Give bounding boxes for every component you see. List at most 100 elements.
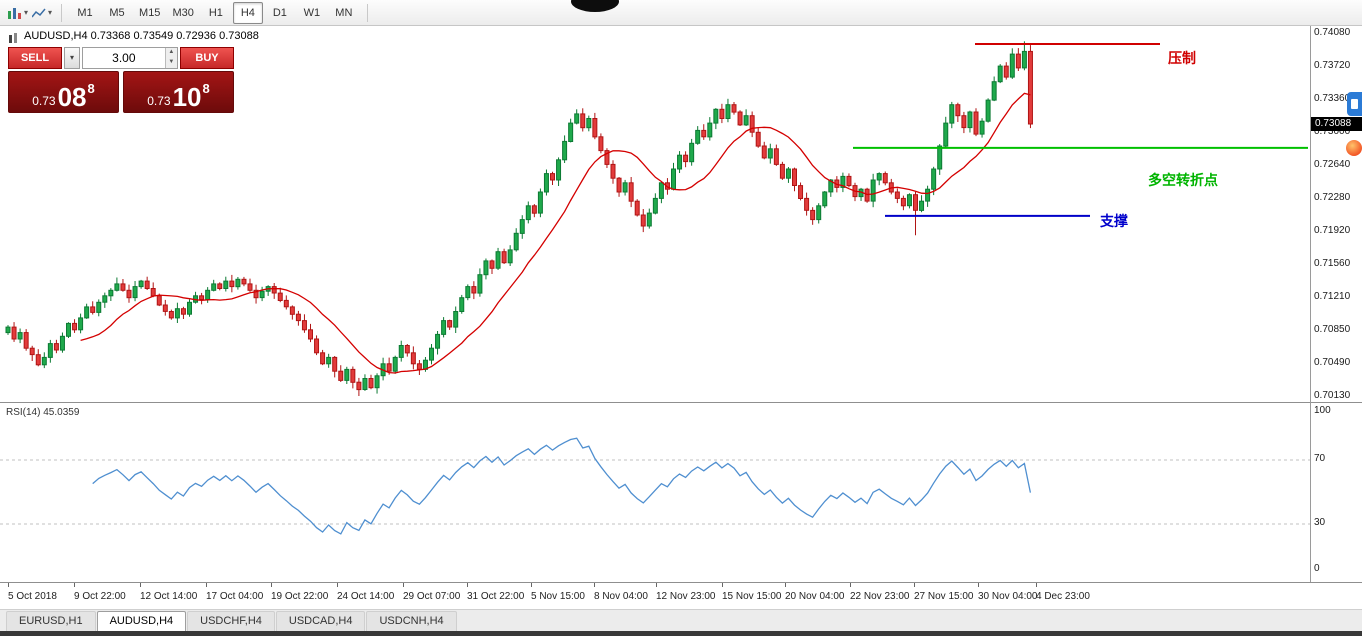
timeframe-h1[interactable]: H1 bbox=[208, 6, 223, 19]
time-axis-label: 5 Nov 15:00 bbox=[531, 591, 585, 602]
floating-sidebar-icon-orange[interactable] bbox=[1346, 140, 1362, 156]
price-scale-label: 0.73000 bbox=[1314, 126, 1351, 137]
rsi-title: RSI(14) 45.0359 bbox=[6, 407, 80, 418]
time-tick bbox=[1036, 583, 1037, 587]
time-tick bbox=[467, 583, 468, 587]
pivot-label: 多空转折点 bbox=[1148, 172, 1218, 188]
chart-tab-usdcad[interactable]: USDCAD,H4 bbox=[275, 611, 366, 631]
time-tick bbox=[785, 583, 786, 587]
timeframe-m15[interactable]: M15 bbox=[139, 6, 161, 19]
price-scale-label: 0.71560 bbox=[1314, 258, 1351, 269]
camera-notch bbox=[571, 0, 619, 12]
timeframe-mn[interactable]: MN bbox=[335, 6, 353, 19]
chart-tab-bar: EURUSD,H1 AUDUSD,H4 USDCHF,H4 USDCAD,H4 USDC… bbox=[0, 609, 1362, 631]
volume-box: ▲ ▼ bbox=[82, 47, 178, 69]
time-tick bbox=[656, 583, 657, 587]
buy-price-prefix: 0.73 bbox=[147, 93, 171, 108]
time-tick bbox=[206, 583, 207, 587]
price-scale-label: 0.72280 bbox=[1314, 192, 1351, 203]
indicators-button[interactable]: ▾ bbox=[30, 4, 52, 22]
volume-input[interactable] bbox=[83, 48, 165, 68]
sell-price-sup: 8 bbox=[87, 81, 95, 96]
volume-stepper-up[interactable]: ▲ bbox=[165, 48, 177, 58]
time-axis-label: 12 Nov 23:00 bbox=[656, 591, 716, 602]
buy-price-big: 10 bbox=[172, 81, 202, 112]
chart-ohlc-header: AUDUSD,H4 0.73368 0.73549 0.72936 0.7308… bbox=[24, 30, 259, 42]
time-tick bbox=[271, 583, 272, 587]
chart-tab-usdcnh[interactable]: USDCNH,H4 bbox=[366, 611, 457, 631]
time-axis: 5 Oct 2018 9 Oct 22:00 12 Oct 14:00 17 Oct … bbox=[0, 583, 1310, 609]
time-axis-label: 17 Oct 04:00 bbox=[206, 591, 264, 602]
window-bottom-edge bbox=[0, 631, 1362, 636]
price-scale-border bbox=[1310, 26, 1311, 582]
sell-button[interactable]: SELL bbox=[8, 47, 62, 69]
time-tick bbox=[850, 583, 851, 587]
price-scale-label: 0.71920 bbox=[1314, 225, 1351, 236]
price-scale-label: 0.70850 bbox=[1314, 324, 1351, 335]
time-tick bbox=[403, 583, 404, 587]
time-tick bbox=[74, 583, 75, 587]
time-axis-label: 19 Oct 22:00 bbox=[271, 591, 329, 602]
time-axis-label: 27 Nov 15:00 bbox=[914, 591, 974, 602]
one-click-trade-panel: SELL ▾ ▲ ▼ BUY 0.73 08 8 0.73 10 8 bbox=[8, 47, 234, 113]
current-price-badge: 0.73088 bbox=[1311, 117, 1362, 131]
symbol-icon bbox=[8, 31, 20, 49]
chart-tab-eurusd[interactable]: EURUSD,H1 bbox=[6, 611, 96, 631]
timeframe-row: M1 M5 M15 M30 H1 H4 D1 W1 MN bbox=[69, 1, 360, 24]
price-scale-label: 0.70130 bbox=[1314, 390, 1351, 401]
time-tick bbox=[594, 583, 595, 587]
timeframe-d1[interactable]: D1 bbox=[272, 6, 287, 19]
chart-tab-audusd[interactable]: AUDUSD,H4 bbox=[96, 611, 187, 631]
time-axis-label: 20 Nov 04:00 bbox=[785, 591, 845, 602]
time-tick bbox=[531, 583, 532, 587]
sell-price-big: 08 bbox=[57, 81, 87, 112]
rsi-scale-label: 100 bbox=[1314, 405, 1331, 416]
price-scale-label: 0.71210 bbox=[1314, 291, 1351, 302]
rsi-scale-label: 30 bbox=[1314, 517, 1326, 528]
buy-price-sup: 8 bbox=[202, 81, 210, 96]
rsi-axis-separator bbox=[0, 582, 1362, 583]
chart-tab-usdchf[interactable]: USDCHF,H4 bbox=[187, 611, 275, 631]
indicator-icon bbox=[30, 4, 48, 22]
time-tick bbox=[140, 583, 141, 587]
top-toolbar: ▾ ▾ M1 M5 M15 M30 H1 H4 D1 W1 MN bbox=[0, 0, 1362, 26]
timeframe-w1[interactable]: W1 bbox=[303, 6, 321, 19]
timeframe-h4[interactable]: H4 bbox=[232, 1, 263, 24]
timeframe-m1[interactable]: M1 bbox=[77, 6, 93, 19]
new-chart-button[interactable]: ▾ bbox=[6, 4, 28, 22]
trade-options-dropdown[interactable]: ▾ bbox=[64, 47, 80, 69]
time-tick bbox=[722, 583, 723, 587]
price-scale-label: 0.73360 bbox=[1314, 93, 1351, 104]
time-axis-label: 31 Oct 22:00 bbox=[467, 591, 525, 602]
time-tick bbox=[914, 583, 915, 587]
price-scale-label: 0.72640 bbox=[1314, 159, 1351, 170]
rsi-scale-label: 70 bbox=[1314, 453, 1326, 464]
timeframe-m5[interactable]: M5 bbox=[109, 6, 125, 19]
toolbar-separator bbox=[366, 3, 368, 22]
time-axis-label: 29 Oct 07:00 bbox=[403, 591, 461, 602]
time-axis-label: 8 Nov 04:00 bbox=[594, 591, 648, 602]
rsi-chart-canvas[interactable] bbox=[0, 404, 1310, 582]
time-axis-label: 4 Dec 23:00 bbox=[1036, 591, 1090, 602]
support-label: 支撑 bbox=[1100, 213, 1128, 229]
price-chart-canvas[interactable] bbox=[0, 26, 1310, 402]
time-axis-label: 5 Oct 2018 bbox=[8, 591, 57, 602]
time-tick bbox=[337, 583, 338, 587]
buy-button[interactable]: BUY bbox=[180, 47, 234, 69]
time-axis-label: 15 Nov 15:00 bbox=[722, 591, 782, 602]
time-axis-label: 24 Oct 14:00 bbox=[337, 591, 395, 602]
volume-stepper: ▲ ▼ bbox=[164, 48, 177, 68]
volume-stepper-down[interactable]: ▼ bbox=[165, 58, 177, 68]
time-axis-label: 22 Nov 23:00 bbox=[850, 591, 910, 602]
buy-price-display[interactable]: 0.73 10 8 bbox=[123, 71, 234, 113]
sell-price-prefix: 0.73 bbox=[32, 93, 56, 108]
sell-price-display[interactable]: 0.73 08 8 bbox=[8, 71, 119, 113]
price-scale-label: 0.73720 bbox=[1314, 60, 1351, 71]
price-scale-label: 0.70490 bbox=[1314, 357, 1351, 368]
resistance-label: 压制 bbox=[1168, 50, 1196, 66]
floating-sidebar-icon-blue[interactable] bbox=[1347, 92, 1362, 116]
time-axis-label: 30 Nov 04:00 bbox=[978, 591, 1038, 602]
chevron-down-icon: ▾ bbox=[24, 8, 29, 17]
timeframe-m30[interactable]: M30 bbox=[172, 6, 194, 19]
chart-rsi-separator[interactable] bbox=[0, 402, 1362, 403]
